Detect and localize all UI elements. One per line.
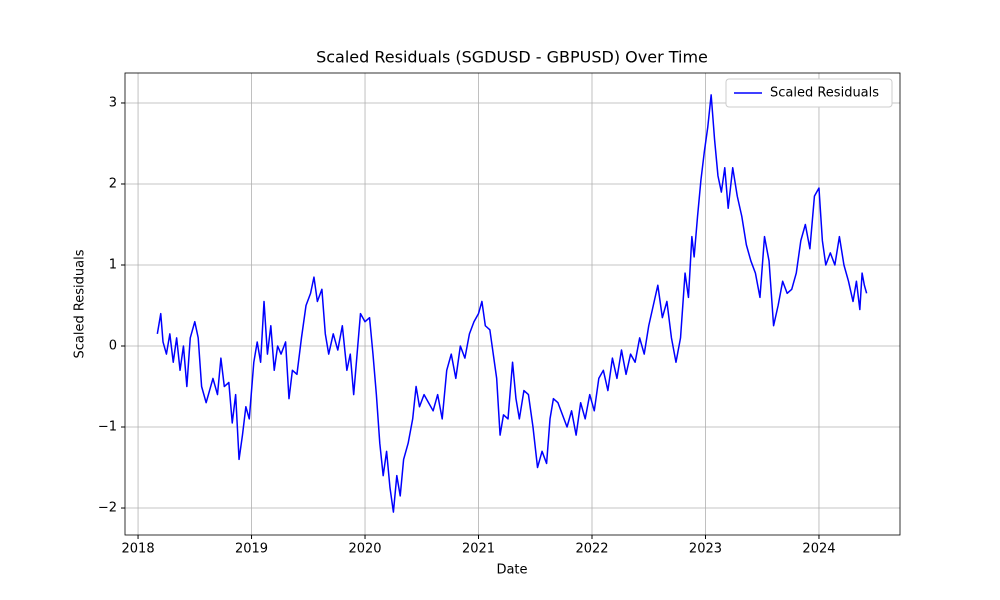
legend-label: Scaled Residuals bbox=[770, 86, 879, 101]
plot-frame bbox=[124, 72, 901, 536]
x-axis-label: Date bbox=[496, 563, 527, 578]
data-line bbox=[156, 94, 868, 513]
y-tick-label: 0 bbox=[109, 339, 117, 354]
x-tick-label: 2024 bbox=[802, 542, 835, 557]
x-tick-label: 2021 bbox=[462, 542, 495, 557]
x-tick-label: 2023 bbox=[689, 542, 722, 557]
x-tick-label: 2022 bbox=[575, 542, 608, 557]
x-tick-label: 2020 bbox=[348, 542, 381, 557]
y-axis-label: Scaled Residuals bbox=[73, 249, 88, 358]
chart-title: Scaled Residuals (SGDUSD - GBPUSD) Over … bbox=[316, 48, 708, 67]
y-tick-label: 3 bbox=[109, 95, 117, 110]
y-tick-label: 1 bbox=[109, 257, 117, 272]
y-tick-label: −1 bbox=[98, 420, 117, 435]
x-tick-label: 2018 bbox=[122, 542, 155, 557]
y-tick-label: 2 bbox=[109, 176, 117, 191]
y-tick-label: −2 bbox=[98, 501, 117, 516]
x-tick-label: 2019 bbox=[235, 542, 268, 557]
legend-box bbox=[725, 78, 893, 108]
